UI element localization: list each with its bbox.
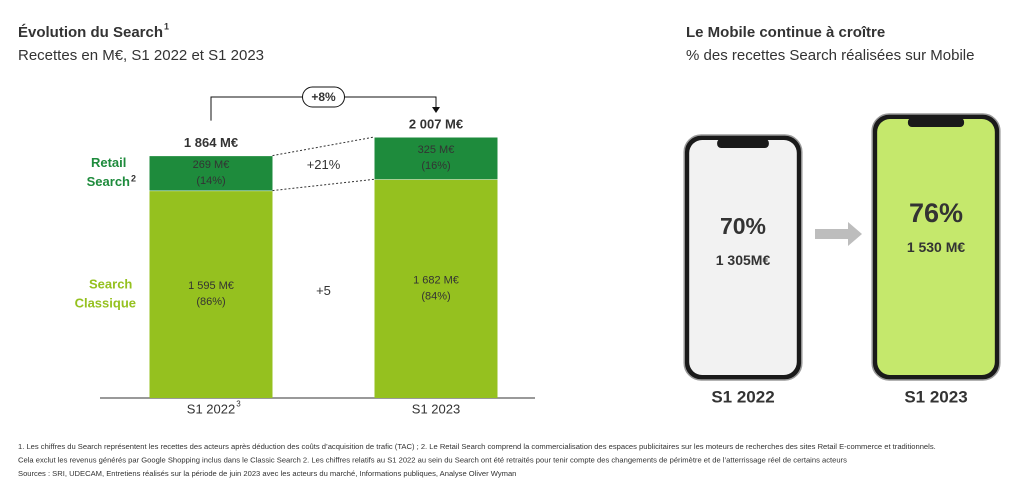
legend-label: Retail Search [87,156,130,190]
x-tick-label: S1 2022 [187,401,235,416]
footnote: 1. Les chiffres du Search représentent l… [18,442,936,451]
phone-screen [689,140,797,375]
amount-label: 1 305M€ [716,252,771,268]
growth-badge [302,86,345,108]
connector [272,136,375,157]
chart-title: Le Mobile continue à croître [686,24,885,41]
phone-notch [717,139,769,148]
bar-segment [374,179,498,398]
legend-label: Search Classique [75,277,136,311]
footnote: Sources : SRI, UDECAM, Entretiens réalis… [18,469,516,478]
total-label: 1 864 M€ [184,135,238,150]
arrow-head [432,107,440,113]
value-label: 76% [909,198,963,228]
arrow [815,222,862,246]
phone-notch [907,118,965,127]
amount-label: 1 530 M€ [907,239,966,255]
x-tick-label: S1 2023 [412,401,460,416]
footnote-mark: 2 [131,173,136,183]
x-tick-label: S1 2023 [904,387,967,406]
phone-screen [877,119,995,375]
value-label: 1 682 M€ [413,275,459,287]
share-label: (16%) [421,160,450,172]
connector [272,178,375,192]
value-label: 269 M€ [193,159,230,171]
growth-label: +21% [307,157,341,172]
footnote: Cela exclut les revenus générés par Goog… [18,456,847,465]
chart-subtitle: % des recettes Search réalisées sur Mobi… [686,47,974,64]
bar-segment [374,137,498,180]
growth-label: +8% [311,90,336,104]
footnote-mark: 1 [164,21,169,31]
value-label: 70% [720,213,766,239]
bar-segment [149,190,273,398]
total-label: 2 007 M€ [409,116,463,131]
chart-title: Évolution du Search [18,24,163,41]
x-tick-label: S1 2022 [711,387,774,406]
share-label: (14%) [196,175,225,187]
share-label: (84%) [421,291,450,303]
chart-subtitle: Recettes en M€, S1 2022 et S1 2023 [18,47,264,64]
value-label: 325 M€ [418,144,455,156]
value-label: 1 595 M€ [188,280,234,292]
footnote-mark: 3 [236,400,241,409]
growth-label: +5 [316,283,331,298]
bar-segment [149,155,273,191]
share-label: (86%) [196,296,225,308]
